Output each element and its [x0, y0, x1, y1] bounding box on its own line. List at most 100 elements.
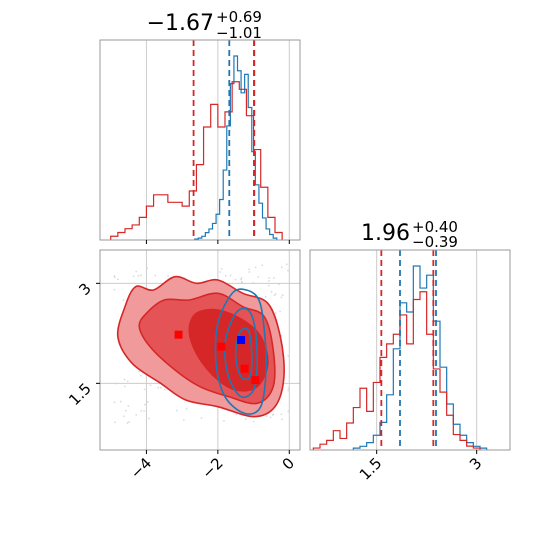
panel-right-histogram: 1.96 +0.40 −0.39 1.5 3 — [309, 218, 511, 484]
sample-point — [278, 283, 280, 286]
sample-point — [113, 288, 116, 291]
sample-point — [157, 386, 160, 389]
sample-point — [140, 374, 142, 377]
sample-point — [267, 284, 270, 287]
sample-point — [143, 409, 146, 412]
sample-point — [235, 413, 238, 416]
red-marker — [174, 330, 183, 339]
sample-point — [127, 405, 130, 407]
sample-point — [279, 310, 281, 313]
blue-contour — [214, 288, 268, 415]
sample-point — [128, 420, 131, 423]
sample-point — [248, 271, 251, 273]
sample-point — [149, 384, 152, 387]
sample-point — [285, 263, 288, 266]
sample-point — [287, 269, 289, 272]
sample-point — [273, 294, 276, 297]
sample-point — [280, 296, 283, 299]
sample-point — [117, 278, 119, 281]
sample-point — [167, 275, 170, 277]
panel-frame — [99, 39, 301, 241]
sample-point — [248, 268, 251, 271]
histograms — [312, 265, 488, 450]
sample-point — [268, 277, 271, 279]
sample-point — [146, 401, 149, 403]
sample-point — [223, 419, 225, 422]
sample-point — [140, 274, 142, 277]
sample-point — [252, 282, 255, 284]
sample-point — [137, 274, 140, 277]
sample-point — [123, 415, 125, 418]
sample-point — [124, 385, 126, 388]
quantile-lines — [380, 250, 437, 450]
red-marker — [217, 342, 226, 351]
sample-point — [287, 389, 290, 392]
sample-point — [219, 271, 222, 273]
sample-point — [220, 267, 223, 270]
blue-contour — [223, 307, 259, 399]
sample-point — [287, 387, 290, 390]
sample-point — [264, 295, 267, 298]
x-tick-label: 0 — [279, 454, 298, 473]
histogram-series — [194, 55, 278, 240]
sample-point — [123, 378, 126, 381]
blue-contours — [214, 288, 268, 415]
sample-point — [244, 418, 247, 421]
sample-point — [280, 413, 283, 416]
x-tick-label: −2 — [198, 454, 226, 482]
sample-point — [254, 266, 257, 269]
sample-point — [119, 400, 122, 403]
title-y-median: 1.96 — [361, 221, 410, 246]
title-y-plus: +0.40 — [412, 218, 458, 236]
sample-point — [265, 415, 268, 418]
quantile-lines — [192, 40, 256, 240]
sample-point — [287, 354, 290, 357]
histogram-series — [352, 265, 488, 450]
title-y-minus: −0.39 — [412, 233, 458, 251]
sample-point — [113, 276, 116, 279]
sample-point — [159, 386, 162, 389]
sample-point — [135, 270, 138, 273]
blue-marker — [237, 336, 246, 344]
sample-point — [115, 382, 118, 385]
sample-point — [113, 401, 116, 404]
panel-top-histogram: −1.67 +0.69 −1.01 — [99, 8, 301, 244]
x-tick-labels: −4 −2 0 — [127, 450, 298, 482]
x-tick-label: 3 — [466, 454, 485, 473]
sample-point — [240, 277, 243, 279]
x-ticks — [145, 240, 290, 244]
panel-frame — [99, 249, 301, 451]
sample-point — [229, 274, 232, 277]
panel-2d-contour: −4 −2 0 1.53 — [65, 249, 301, 482]
title-x-minus: −1.01 — [216, 24, 262, 42]
sample-point — [281, 418, 283, 421]
sample-point — [144, 403, 146, 406]
blue-contour — [234, 327, 253, 381]
sample-point — [272, 277, 275, 279]
sample-point — [257, 275, 260, 278]
sample-point — [140, 409, 143, 412]
sample-point — [148, 417, 150, 420]
sample-point — [252, 420, 255, 423]
sample-point — [200, 417, 203, 419]
markers — [174, 330, 260, 384]
sample-point — [124, 409, 127, 412]
sample-point — [175, 409, 178, 412]
histogram-series — [110, 81, 283, 240]
sample-point — [146, 267, 149, 270]
sample-point — [234, 278, 237, 281]
title-x-median: −1.67 — [147, 11, 214, 36]
sample-point — [270, 290, 273, 293]
panel-frame — [309, 249, 511, 451]
sample-point — [185, 407, 188, 410]
sample-point — [126, 380, 129, 383]
sample-point — [164, 388, 166, 391]
sample-point — [135, 414, 138, 416]
red-contours — [116, 275, 285, 418]
red-marker — [251, 376, 260, 384]
sample-point — [122, 299, 125, 302]
sample-point — [280, 266, 283, 269]
sample-point — [143, 388, 146, 391]
sample-point — [182, 418, 185, 421]
